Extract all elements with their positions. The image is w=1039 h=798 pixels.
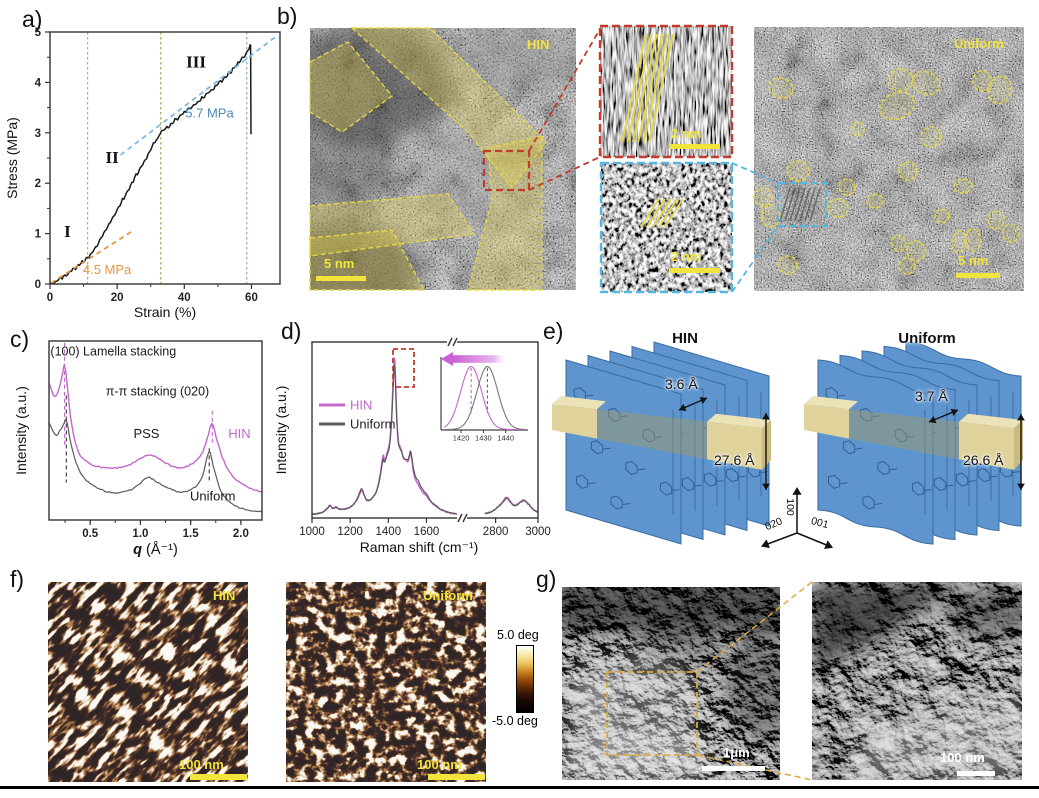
- tem-image-hin: [310, 28, 576, 290]
- tem-hin-label: HIN: [527, 37, 550, 52]
- svg-text:1.5: 1.5: [183, 528, 200, 540]
- afm-uniform-scalebar-label: 100 nm: [417, 757, 462, 772]
- panel-label-c: c): [10, 326, 30, 352]
- afm-hin-label: HIN: [213, 588, 236, 603]
- sem-zoom-scalebar: [957, 771, 995, 776]
- svg-text:II: II: [105, 148, 119, 167]
- svg-text:40: 40: [178, 292, 191, 304]
- afm-hin-scalebar: [190, 774, 247, 780]
- svg-text:1400: 1400: [376, 526, 402, 538]
- hin-pi-spacing-label: 3.6 Å: [665, 376, 698, 392]
- svg-text:2.0: 2.0: [233, 528, 249, 540]
- sem-image-zoom: [812, 582, 1022, 780]
- svg-text:1600: 1600: [414, 526, 440, 538]
- svg-text:1430: 1430: [475, 434, 492, 443]
- afm-image-uniform: [286, 582, 486, 782]
- hin-lamella-spacing-label: 27.6 Å: [714, 452, 755, 468]
- tem-overlays: [309, 24, 1020, 294]
- svg-text:0: 0: [35, 279, 41, 291]
- tem-inset-red: [600, 26, 732, 157]
- sem-image-overview: [562, 587, 780, 780]
- svg-text:(100) Lamella stacking: (100) Lamella stacking: [50, 344, 176, 358]
- panel-label-d: d): [281, 318, 302, 344]
- svg-text:Uniform: Uniform: [350, 417, 396, 432]
- svg-text:2: 2: [35, 178, 41, 190]
- svg-text:HIN: HIN: [350, 398, 372, 413]
- svg-text:20: 20: [111, 292, 124, 304]
- svg-text:0: 0: [47, 292, 53, 304]
- colorbar-max-label: 5.0 deg: [497, 628, 539, 642]
- svg-text:0.5: 0.5: [82, 528, 99, 540]
- uniform-pi-spacing-label: 3.7 Å: [915, 388, 948, 404]
- svg-text:3000: 3000: [525, 526, 551, 538]
- svg-text:1200: 1200: [337, 526, 363, 538]
- afm-hin-scalebar-label: 100 nm: [179, 757, 224, 772]
- svg-text:1: 1: [35, 229, 42, 241]
- colorbar-min-label: -5.0 deg: [492, 714, 538, 728]
- afm-uniform-label: Uniform: [423, 588, 473, 603]
- sem-overlays: [606, 581, 813, 781]
- svg-text:4: 4: [35, 77, 42, 89]
- chart-d: 1000 1200 1400 1600 2800 3000 Raman shift (cm⁻…: [273, 337, 551, 555]
- svg-text:1420: 1420: [453, 434, 470, 443]
- inset-bottom-scalebar: [669, 268, 720, 273]
- svg-text:Uniform: Uniform: [190, 488, 236, 503]
- svg-text:q (Å⁻¹): q (Å⁻¹): [133, 541, 178, 558]
- svg-text:Stress (MPa): Stress (MPa): [4, 117, 20, 199]
- svg-text:100: 100: [784, 498, 796, 516]
- svg-text:Raman shift (cm⁻¹): Raman shift (cm⁻¹): [360, 539, 479, 555]
- tem-hin-scalebar: [316, 276, 366, 281]
- sem-zoom-scalebar-label: 100 nm: [940, 750, 985, 765]
- panel-label-b: b): [277, 3, 298, 29]
- inset-bottom-scalebar-label: 2 nm: [671, 249, 702, 264]
- uniform-lamella-spacing-label: 26.6 Å: [963, 452, 1004, 468]
- tem-uniform-scalebar-label: 5 nm: [958, 253, 989, 268]
- sem-overview-scalebar-label: 1μm: [723, 745, 750, 760]
- afm-image-hin: [48, 582, 248, 782]
- panel-label-f: f): [10, 566, 25, 592]
- svg-text:4.5 MPa: 4.5 MPa: [83, 262, 132, 277]
- svg-text:III: III: [186, 52, 206, 71]
- svg-text:Intensity (a.u.): Intensity (a.u.): [13, 386, 29, 475]
- svg-text:HIN: HIN: [228, 426, 250, 441]
- svg-text:Strain (%): Strain (%): [134, 304, 196, 320]
- svg-text:1440: 1440: [497, 434, 514, 443]
- svg-text:I: I: [64, 222, 71, 241]
- svg-text:3: 3: [35, 128, 41, 140]
- svg-text:001: 001: [810, 515, 830, 531]
- schematic-hin-title: HIN: [672, 330, 698, 347]
- inset-top-scalebar: [669, 144, 720, 149]
- tem-uniform-label: Uniform: [954, 36, 1004, 51]
- svg-text:Intensity (a.u.): Intensity (a.u.): [273, 386, 289, 475]
- tem-hin-scalebar-label: 5 nm: [324, 256, 355, 271]
- afm-colorbar: [516, 645, 534, 713]
- svg-text:2800: 2800: [483, 526, 509, 538]
- panel-label-a: a): [22, 6, 43, 32]
- chart-c: 0.5 1.0 1.5 2.0 q (Å⁻¹) Intensity (a.u.) (100)…: [13, 340, 263, 558]
- svg-text:PSS: PSS: [133, 426, 159, 441]
- svg-text:60: 60: [245, 292, 258, 304]
- tem-uniform-scalebar: [956, 273, 1000, 278]
- svg-text:5: 5: [35, 27, 42, 39]
- panel-label-g: g): [536, 566, 557, 592]
- figure-bottom-rule: [0, 786, 1039, 790]
- panel-label-e: e): [543, 318, 564, 344]
- svg-text:1000: 1000: [299, 526, 325, 538]
- svg-text:π-π stacking (020): π-π stacking (020): [106, 385, 209, 399]
- schematic-uniform-title: Uniform: [898, 330, 956, 347]
- svg-text:1.0: 1.0: [132, 528, 148, 540]
- sem-overview-scalebar: [702, 766, 765, 771]
- svg-text:5.7 MPa: 5.7 MPa: [185, 106, 234, 121]
- inset-top-scalebar-label: 2 nm: [671, 126, 702, 141]
- afm-uniform-scalebar: [428, 774, 485, 780]
